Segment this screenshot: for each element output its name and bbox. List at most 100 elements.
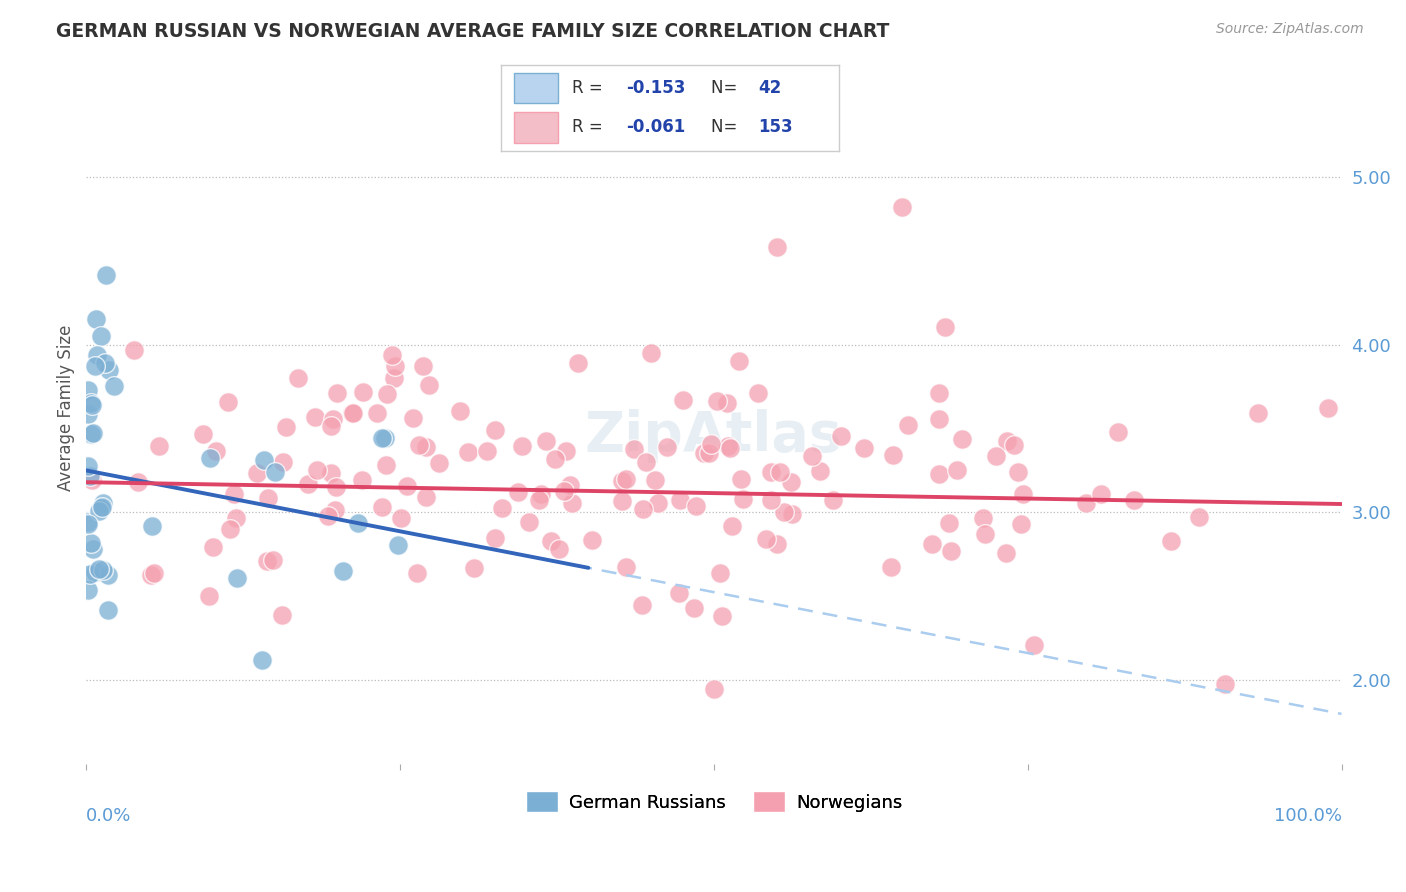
Point (973, 527, 995, 541)
Point (491, 500, 513, 515)
Text: Source: ZipAtlas.com: Source: ZipAtlas.com (1216, 22, 1364, 37)
Point (256, 491, 278, 506)
Point (326, 386, 349, 401)
Point (402, 411, 425, 425)
Point (800, 449, 823, 463)
Point (759, 493, 782, 508)
Point (540, 533, 562, 548)
Point (928, 467, 950, 482)
Point (1074, 496, 1097, 510)
Point (683, 600, 706, 615)
Point (699, 446, 721, 460)
Point (217, 395, 239, 409)
Point (640, 346, 662, 360)
Point (1011, 486, 1033, 500)
Point (880, 560, 903, 574)
Point (143, 566, 166, 581)
Point (1024, 638, 1046, 652)
Point (219, 522, 242, 536)
Point (644, 473, 666, 487)
Point (891, 200, 914, 214)
Point (76, 458, 98, 473)
Point (79, 567, 101, 582)
Point (647, 496, 669, 510)
Point (766, 537, 789, 551)
Point (415, 440, 437, 454)
Point (853, 441, 876, 455)
Point (382, 370, 405, 384)
Point (728, 354, 751, 368)
Point (80, 473, 103, 487)
Point (91, 496, 114, 510)
Point (197, 589, 219, 603)
Point (97, 603, 120, 617)
Point (506, 484, 529, 499)
Point (148, 439, 170, 453)
Point (427, 456, 450, 470)
Point (655, 440, 678, 454)
Point (510, 439, 533, 453)
Point (928, 386, 950, 401)
Point (122, 343, 145, 358)
Point (318, 508, 340, 523)
Point (91, 563, 114, 577)
Point (250, 653, 273, 667)
Point (1160, 533, 1182, 548)
Point (103, 379, 125, 393)
Point (1090, 487, 1112, 501)
Point (669, 493, 692, 508)
Legend: German Russians, Norwegians: German Russians, Norwegians (519, 784, 910, 820)
Point (759, 465, 782, 479)
Text: 100.0%: 100.0% (1274, 807, 1341, 825)
Point (631, 598, 654, 612)
Point (342, 406, 364, 420)
Point (671, 392, 693, 407)
Point (610, 474, 633, 488)
Point (995, 434, 1018, 449)
Point (1010, 516, 1032, 531)
Point (408, 438, 430, 452)
Point (389, 511, 412, 525)
Point (89, 504, 111, 518)
Point (323, 502, 346, 516)
Point (1002, 438, 1025, 452)
Point (141, 518, 163, 533)
Point (253, 453, 276, 467)
Point (693, 445, 716, 459)
Point (262, 552, 284, 566)
Point (82, 542, 104, 557)
Point (668, 586, 690, 600)
Point (198, 451, 221, 466)
Point (711, 609, 734, 624)
Point (350, 473, 373, 487)
Point (77, 516, 100, 531)
Point (747, 386, 769, 401)
Point (769, 466, 792, 480)
Point (984, 449, 1007, 463)
Point (463, 561, 485, 575)
Point (226, 570, 249, 584)
Point (297, 477, 319, 491)
Point (581, 533, 603, 547)
Point (270, 607, 292, 622)
Point (1213, 677, 1236, 691)
Point (939, 543, 962, 558)
Point (700, 437, 723, 451)
Point (561, 496, 583, 510)
Point (94, 268, 117, 282)
Point (76, 515, 98, 529)
Point (755, 533, 778, 547)
Point (322, 412, 344, 426)
Point (90, 329, 112, 343)
Point (84, 359, 107, 374)
Point (80, 427, 103, 442)
Point (610, 494, 633, 508)
Point (636, 455, 658, 469)
Point (730, 472, 752, 486)
Point (449, 404, 471, 418)
Point (256, 554, 278, 568)
Point (484, 531, 506, 545)
Point (716, 395, 738, 409)
Point (342, 406, 364, 420)
Point (384, 359, 406, 374)
